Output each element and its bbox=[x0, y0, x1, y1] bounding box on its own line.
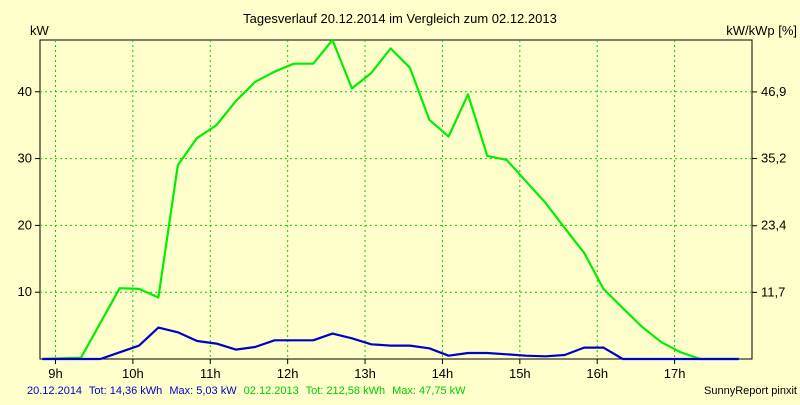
y-axis-left-label: kW bbox=[30, 23, 50, 38]
legend-max-2014: Max: 5,03 kW bbox=[169, 385, 237, 397]
x-tick-label: 12h bbox=[277, 366, 299, 381]
x-tick-label: 11h bbox=[200, 366, 221, 381]
x-tick-label: 17h bbox=[664, 366, 686, 381]
x-tick-label: 10h bbox=[122, 366, 144, 381]
y-left-tick-label: 20 bbox=[18, 217, 32, 232]
legend-max-2013: Max: 47,75 kW bbox=[392, 385, 466, 397]
y-right-tick-label: 46,9 bbox=[761, 84, 786, 99]
x-tick-label: 9h bbox=[48, 366, 62, 381]
y-right-tick-label: 23,4 bbox=[761, 218, 786, 233]
x-tick-label: 15h bbox=[509, 366, 531, 381]
grid-lines bbox=[40, 40, 752, 359]
legend-date-2014: 20.12.2014 bbox=[27, 385, 82, 397]
chart-title: Tagesverlauf 20.12.2014 im Vergleich zum… bbox=[243, 11, 557, 26]
plot-area-frame bbox=[39, 39, 753, 360]
series-line-02-12-2013 bbox=[42, 38, 739, 361]
y-right-tick-label: 11,7 bbox=[761, 284, 785, 299]
legend-date-2013: 02.12.2013 bbox=[244, 385, 299, 397]
axis-ticks: 9h 10h 11h 12h 13h 14h 15h 16h 17h 10 20 30 40 11,7 23… bbox=[18, 84, 787, 381]
legend-total-2013: Tot: 212,58 kWh bbox=[306, 385, 386, 397]
legend-footer: 20.12.2014 Tot: 14,36 kWh Max: 5,03 kW 0… bbox=[27, 385, 797, 397]
y-left-tick-label: 30 bbox=[18, 151, 32, 166]
y-left-tick-label: 40 bbox=[18, 84, 32, 99]
y-right-tick-label: 35,2 bbox=[761, 151, 786, 166]
svg-text:20.12.2014 Tot: 14,36: 20.12.2014 Tot: 14,36 kWh Max: 5,03 kW 0… bbox=[27, 385, 466, 397]
data-series bbox=[42, 38, 739, 361]
credit-text: SunnyReport pinxit bbox=[704, 385, 797, 397]
x-tick-label: 14h bbox=[432, 366, 454, 381]
legend-total-2014: Tot: 14,36 kWh bbox=[89, 385, 162, 397]
series-line-20-12-2014 bbox=[42, 326, 739, 361]
x-tick-label: 13h bbox=[354, 366, 376, 381]
y-axis-right-label: kW/kWp [%] bbox=[726, 23, 797, 38]
y-left-tick-label: 10 bbox=[18, 284, 32, 299]
x-tick-label: 16h bbox=[586, 366, 608, 381]
